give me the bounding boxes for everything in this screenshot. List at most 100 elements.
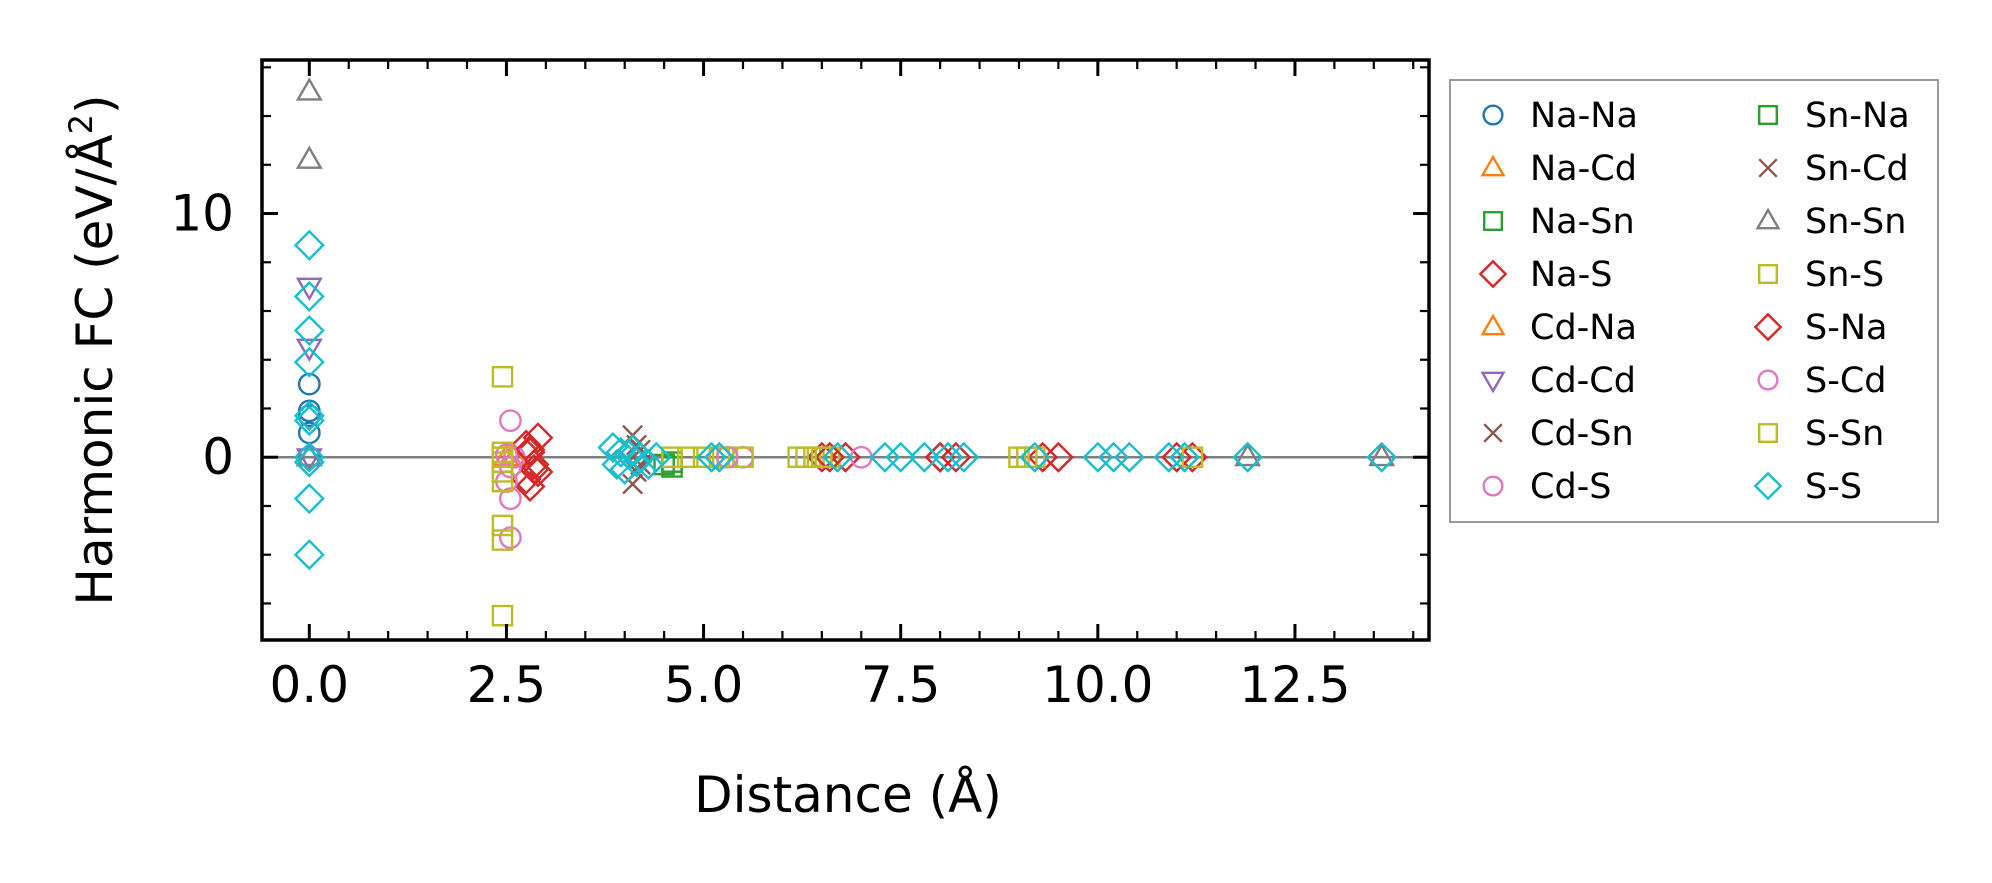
x-tick-label: 7.5 [861, 656, 941, 714]
legend-marker [1757, 423, 1778, 444]
data-point [869, 441, 901, 473]
x-tick-label: 5.0 [664, 656, 744, 714]
data-point [293, 483, 325, 515]
data-point [924, 441, 956, 473]
data-point [932, 441, 964, 473]
data-point [1153, 441, 1185, 473]
data-point [518, 453, 550, 485]
legend-label: Sn-S [1805, 255, 1884, 295]
legend-label: Sn-Cd [1805, 149, 1909, 189]
data-point [822, 441, 854, 473]
legend-entry: Sn-Cd [1758, 149, 1909, 189]
data-point [491, 514, 514, 537]
series-sn-s [491, 366, 1204, 627]
series-na-cd [295, 442, 520, 467]
data-point [1098, 441, 1130, 473]
data-point [491, 366, 514, 388]
data-point [491, 461, 514, 483]
legend-entry: Cd-S [1482, 467, 1612, 507]
legend-label: S-S [1805, 467, 1862, 507]
data-point [622, 473, 644, 495]
legend-entry: Na-Cd [1480, 149, 1637, 189]
legend-entry: Na-Sn [1482, 202, 1635, 242]
data-point [495, 443, 518, 467]
y-axis-title: Harmonic FC (eV/Å2) [62, 94, 124, 605]
data-point [293, 446, 325, 478]
data-point [491, 446, 514, 469]
x-tick-label: 12.5 [1239, 656, 1350, 714]
legend-marker [1757, 104, 1778, 125]
legend-frame [1449, 79, 1939, 523]
legend-entry: Na-Na [1482, 96, 1638, 136]
legend-label: S-Cd [1805, 361, 1887, 401]
data-point [498, 487, 522, 511]
data-point [640, 441, 672, 473]
y-tick-label: 0 [202, 428, 234, 486]
legend-marker [1753, 312, 1783, 342]
data-point [1113, 441, 1145, 473]
legend-entry: Cd-Sn [1483, 414, 1634, 454]
data-point [293, 400, 325, 432]
legend-entry: Sn-S [1757, 255, 1884, 295]
data-point [885, 441, 917, 473]
data-point [814, 441, 846, 473]
legend-marker [1757, 369, 1779, 391]
legend-marker [1480, 154, 1506, 177]
data-point [1082, 441, 1114, 473]
legend-label: Na-S [1530, 255, 1612, 295]
data-point [795, 446, 817, 469]
legend-marker [1755, 207, 1781, 230]
legend-label: Sn-Sn [1805, 202, 1906, 242]
data-point [695, 441, 727, 473]
series-na-na [297, 372, 321, 469]
x-axis-title: Distance (Å) [694, 766, 1002, 824]
data-point [491, 529, 514, 551]
data-point [293, 346, 325, 378]
legend-entry: Na-S [1478, 255, 1612, 295]
legend-entry: S-Sn [1757, 414, 1884, 454]
legend-entry: Cd-Cd [1480, 361, 1636, 401]
data-point [661, 446, 683, 469]
legend-label: Sn-Na [1805, 96, 1910, 136]
legend-entry: S-S [1753, 467, 1862, 507]
axis-ticks: 0.0 2.5 5.0 7.5 10.0 12.5 0 10 [170, 60, 1429, 714]
data-point [1027, 441, 1059, 473]
data-point [940, 441, 972, 473]
legend-marker [1483, 423, 1503, 443]
legend-label: S-Sn [1805, 414, 1884, 454]
data-point [1169, 441, 1201, 473]
legend-label: Cd-Na [1530, 308, 1637, 348]
plot-layer [262, 77, 1429, 627]
legend-entry: S-Cd [1757, 361, 1887, 401]
data-point [1366, 441, 1398, 473]
y-tick-label: 10 [170, 185, 234, 243]
legend-entry: S-Na [1753, 308, 1887, 348]
data-point [692, 446, 715, 469]
data-point [605, 436, 637, 468]
legend-marker [1482, 104, 1504, 126]
x-tick-label: 2.5 [467, 656, 547, 714]
plot-frame [260, 58, 1431, 642]
legend-marker [1482, 210, 1503, 231]
data-point [297, 399, 321, 423]
data-point [293, 539, 325, 571]
data-point [708, 446, 731, 469]
data-point [293, 229, 325, 261]
legend-label: Cd-Cd [1530, 361, 1636, 401]
data-point [295, 145, 323, 169]
legend-label: Na-Sn [1530, 202, 1635, 242]
data-point [948, 441, 980, 473]
series-s-s [293, 229, 1398, 571]
legend-label: Na-Na [1530, 96, 1638, 136]
legend-marker [1758, 158, 1778, 178]
data-point [514, 434, 546, 466]
legend-label: S-Na [1805, 308, 1887, 348]
legend-entry: Sn-Sn [1755, 202, 1906, 242]
data-point [1042, 441, 1074, 473]
data-point [1161, 441, 1193, 473]
data-point [1016, 446, 1038, 469]
data-point [811, 446, 833, 469]
data-point [491, 604, 514, 627]
data-point [293, 405, 325, 437]
